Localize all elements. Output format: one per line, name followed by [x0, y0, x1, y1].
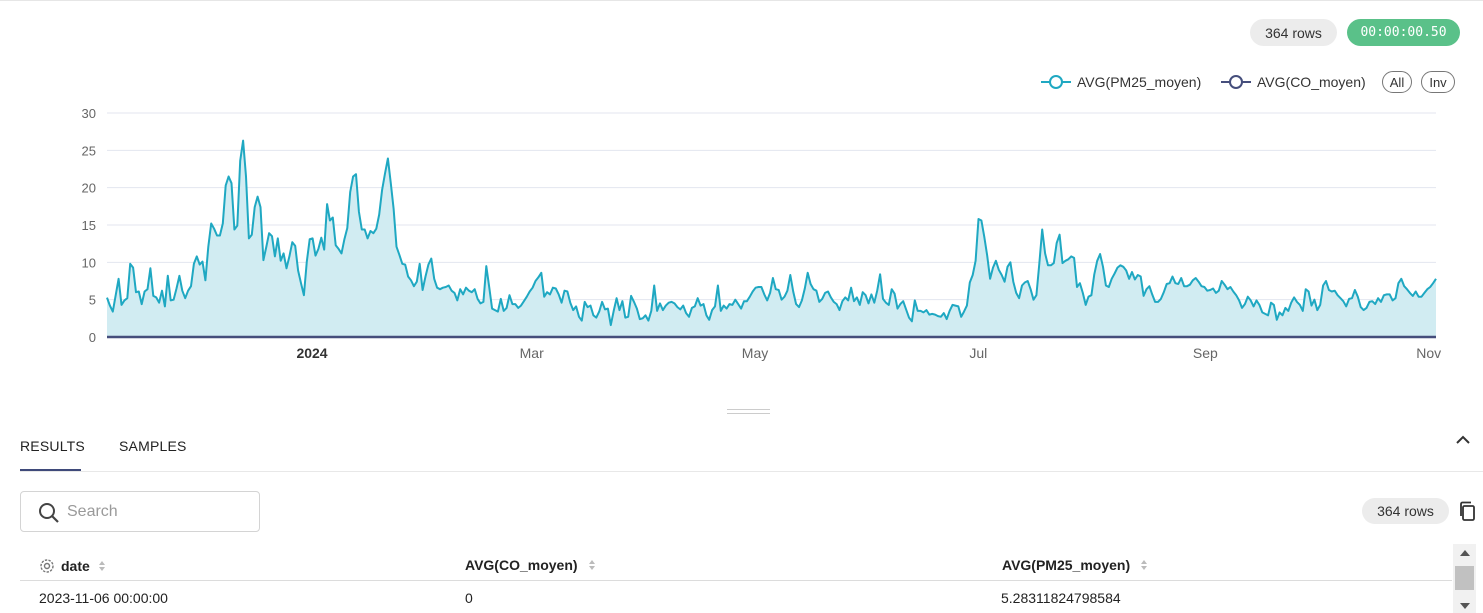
legend-all-button[interactable]: All: [1382, 71, 1412, 93]
x-tick-label: Jul: [969, 345, 987, 361]
table-header-divider: [20, 580, 1452, 581]
active-tab-indicator: [20, 469, 81, 471]
copy-icon[interactable]: [1458, 501, 1478, 523]
y-tick-label: 10: [82, 255, 96, 270]
table-cell-pm25: 5.28311824798584: [1001, 590, 1121, 606]
search-input[interactable]: Search: [67, 503, 118, 520]
query-timer-badge: 00:00:00.50: [1347, 19, 1460, 46]
y-tick-label: 30: [82, 106, 96, 121]
y-tick-label: 20: [82, 181, 96, 196]
column-label: AVG(PM25_moyen): [1002, 557, 1131, 573]
table-scrollbar[interactable]: [1453, 544, 1476, 613]
legend-label: AVG(CO_moyen): [1257, 74, 1366, 90]
tabs-divider: [20, 471, 1483, 472]
legend-item-co[interactable]: AVG(CO_moyen): [1221, 70, 1366, 94]
legend-label: AVG(PM25_moyen): [1077, 74, 1202, 90]
x-tick-label: Nov: [1416, 345, 1441, 361]
x-tick-label: Mar: [520, 345, 544, 361]
y-tick-label: 15: [82, 218, 96, 233]
pm25-area: [107, 140, 1436, 337]
scroll-up-arrow-icon[interactable]: [1460, 550, 1470, 556]
scroll-down-arrow-icon[interactable]: [1460, 603, 1470, 609]
tab-samples[interactable]: SAMPLES: [119, 438, 187, 454]
chevron-up-icon[interactable]: [1453, 430, 1473, 450]
tab-results[interactable]: RESULTS: [20, 438, 85, 454]
legend-circle-icon: [1221, 75, 1251, 89]
table-cell-co: 0: [465, 590, 473, 606]
search-box[interactable]: Search: [20, 491, 260, 532]
column-header-date[interactable]: date: [38, 557, 106, 575]
legend-item-pm25[interactable]: AVG(PM25_moyen): [1041, 70, 1201, 94]
x-tick-label: Sep: [1193, 345, 1218, 361]
top-divider: [0, 0, 1483, 1]
y-tick-label: 25: [82, 143, 96, 158]
sort-icon[interactable]: [1140, 559, 1148, 571]
line-chart: 0 5 10 15 20 25 30 2024 Mar May Jul Sep Nov: [82, 106, 1442, 361]
search-icon: [39, 503, 59, 523]
sort-icon[interactable]: [588, 559, 596, 571]
table-row-count-badge: 364 rows: [1362, 498, 1449, 524]
sort-icon[interactable]: [98, 560, 106, 572]
column-label: date: [61, 558, 90, 574]
legend-invert-button[interactable]: Inv: [1421, 71, 1455, 93]
gear-icon[interactable]: [38, 557, 56, 575]
resize-handle[interactable]: [727, 409, 770, 414]
scrollbar-thumb[interactable]: [1455, 566, 1474, 590]
row-count-badge: 364 rows: [1250, 19, 1337, 46]
column-header-pm25[interactable]: AVG(PM25_moyen): [1002, 557, 1148, 573]
x-tick-label: May: [742, 345, 768, 361]
legend-circle-icon: [1041, 75, 1071, 89]
y-tick-label: 5: [89, 293, 96, 308]
pm25-line: [106, 139, 1437, 327]
x-tick-label: 2024: [296, 345, 327, 361]
column-label: AVG(CO_moyen): [465, 557, 578, 573]
column-header-co[interactable]: AVG(CO_moyen): [465, 557, 596, 573]
y-tick-label: 0: [89, 330, 96, 345]
table-cell-date: 2023-11-06 00:00:00: [39, 590, 168, 606]
